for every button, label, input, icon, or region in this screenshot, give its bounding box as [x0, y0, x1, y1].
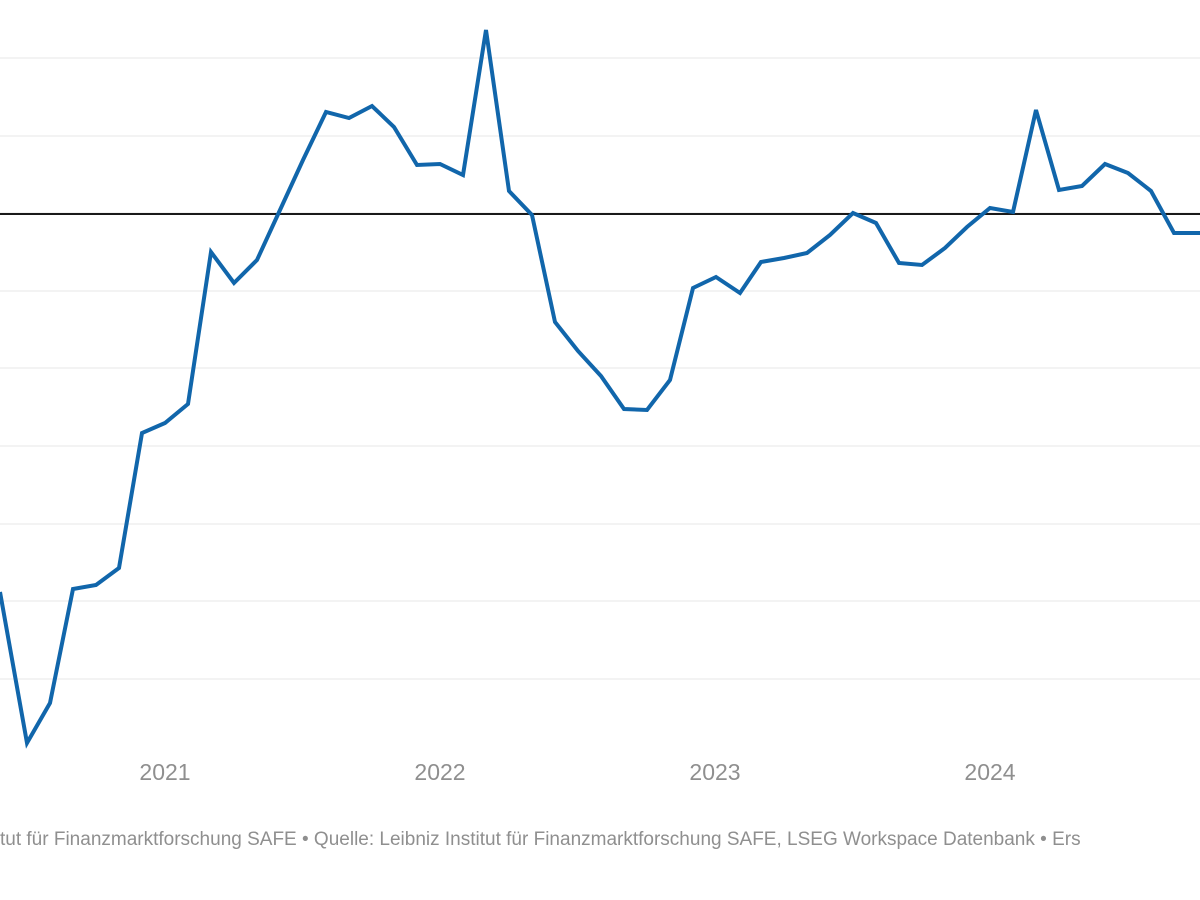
line-chart-canvas: [0, 29, 1200, 749]
x-axis-tick-label: 2024: [964, 759, 1016, 785]
gridlines-group: [0, 57, 1200, 680]
attribution-footer: tut für Finanzmarktforschung SAFE • Quel…: [0, 829, 1081, 850]
x-axis-tick-label: 2023: [689, 759, 741, 785]
x-axis-tick-label: 2022: [414, 759, 466, 785]
x-axis-tick-label: 2021: [139, 759, 191, 785]
series-line: [0, 29, 1200, 749]
